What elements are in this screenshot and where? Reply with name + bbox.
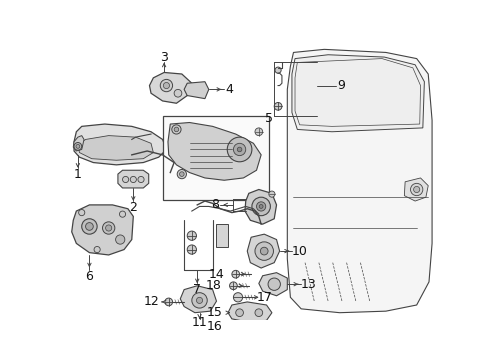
Circle shape (94, 247, 100, 253)
Text: 9: 9 (337, 79, 345, 92)
Text: 12: 12 (144, 296, 160, 309)
Circle shape (260, 247, 268, 255)
Text: 4: 4 (225, 83, 234, 96)
Circle shape (160, 80, 172, 92)
Circle shape (187, 231, 196, 240)
Circle shape (172, 125, 181, 134)
Text: 3: 3 (160, 50, 168, 64)
Circle shape (122, 176, 129, 183)
Circle shape (274, 103, 282, 110)
Circle shape (232, 270, 240, 278)
Polygon shape (404, 178, 428, 201)
Circle shape (255, 309, 263, 316)
Circle shape (120, 211, 125, 217)
Text: 6: 6 (85, 270, 94, 283)
Circle shape (233, 143, 246, 156)
Circle shape (102, 222, 115, 234)
Polygon shape (259, 273, 287, 296)
Text: 16: 16 (207, 320, 222, 333)
Text: 11: 11 (192, 316, 207, 329)
Circle shape (82, 219, 97, 234)
Circle shape (269, 191, 275, 197)
Text: 15: 15 (207, 306, 222, 319)
Circle shape (165, 298, 172, 306)
Circle shape (138, 176, 144, 183)
Circle shape (116, 235, 125, 244)
Polygon shape (72, 205, 133, 255)
Text: 8: 8 (211, 198, 219, 211)
Polygon shape (287, 49, 432, 313)
Circle shape (411, 183, 423, 195)
Circle shape (233, 293, 243, 302)
Circle shape (78, 210, 85, 216)
Circle shape (232, 323, 240, 330)
Circle shape (237, 147, 242, 152)
Circle shape (192, 293, 207, 308)
Polygon shape (74, 136, 84, 151)
Circle shape (187, 245, 196, 254)
Polygon shape (184, 82, 209, 99)
Circle shape (252, 197, 270, 216)
Circle shape (414, 186, 420, 193)
Text: 5: 5 (265, 112, 273, 125)
Circle shape (255, 128, 263, 136)
Circle shape (177, 170, 187, 179)
Polygon shape (180, 286, 217, 313)
Circle shape (227, 137, 252, 162)
Polygon shape (78, 136, 153, 160)
Text: 13: 13 (301, 278, 317, 291)
Circle shape (268, 278, 280, 291)
Polygon shape (247, 234, 280, 268)
Circle shape (163, 82, 170, 89)
Polygon shape (149, 72, 192, 103)
Bar (163, 116, 269, 199)
Bar (217, 224, 228, 247)
Text: 7: 7 (193, 283, 201, 296)
Polygon shape (292, 55, 424, 132)
Circle shape (259, 204, 263, 208)
Text: 1: 1 (74, 168, 82, 181)
Polygon shape (228, 302, 272, 322)
Circle shape (174, 127, 179, 132)
Text: 2: 2 (129, 201, 137, 214)
Circle shape (76, 144, 80, 148)
Polygon shape (118, 170, 149, 188)
Circle shape (130, 176, 136, 183)
Circle shape (174, 89, 182, 97)
Circle shape (275, 67, 281, 73)
Circle shape (236, 309, 244, 316)
Polygon shape (168, 122, 261, 180)
Text: 10: 10 (292, 244, 308, 258)
Circle shape (255, 242, 273, 260)
Circle shape (257, 202, 266, 211)
Polygon shape (245, 189, 276, 224)
Text: 18: 18 (206, 279, 222, 292)
Circle shape (86, 222, 93, 230)
Circle shape (179, 172, 184, 176)
Circle shape (196, 297, 203, 303)
Circle shape (106, 225, 112, 231)
Text: 14: 14 (208, 268, 224, 281)
Polygon shape (74, 124, 167, 165)
Circle shape (229, 282, 237, 289)
Circle shape (74, 143, 82, 150)
Text: 17: 17 (256, 291, 272, 304)
